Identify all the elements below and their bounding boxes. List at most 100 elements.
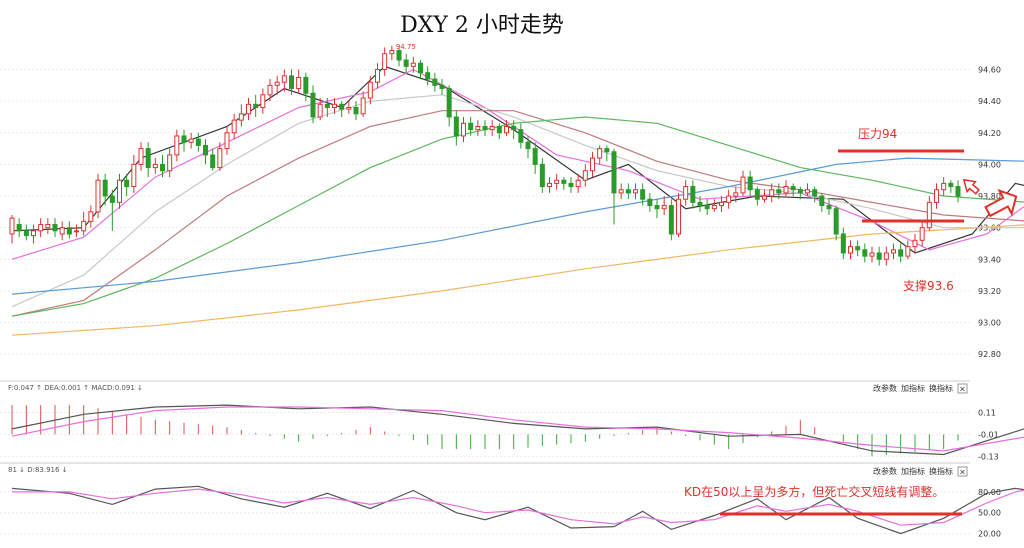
candle-body	[934, 189, 939, 203]
candle-body	[633, 189, 638, 194]
peak-label: 94.75	[396, 43, 416, 51]
moving-average-line	[11, 110, 1024, 317]
candle-body	[174, 135, 180, 156]
candle-body	[66, 227, 72, 235]
y-tick-label: 94.40	[978, 97, 1001, 106]
moving-average-lines	[11, 65, 1024, 336]
candle-body	[876, 252, 882, 260]
candle-body	[160, 163, 165, 172]
macd-lines	[11, 404, 1024, 456]
candle-body	[611, 151, 617, 194]
candle-body	[805, 189, 810, 194]
candle-body	[819, 195, 825, 207]
candle-body	[195, 138, 201, 146]
candle-body	[446, 88, 452, 118]
candle-body	[826, 205, 832, 210]
indicator-line	[12, 488, 1024, 526]
candle-body	[439, 84, 445, 90]
y-tick-label: -0.01	[978, 430, 999, 439]
kd-lines	[11, 485, 1024, 535]
candle-body	[754, 189, 760, 200]
candle-body	[941, 182, 947, 191]
candle-body	[518, 129, 524, 143]
candle-body	[489, 125, 495, 131]
candle-body	[747, 176, 753, 191]
candle-body	[81, 220, 87, 232]
chart-title: DXY 2 小时走势	[400, 13, 564, 38]
switch-indicator-button[interactable]: 换指标	[929, 466, 953, 476]
candle-body	[690, 186, 696, 203]
moving-average-line	[11, 157, 1024, 295]
candle-body	[375, 69, 380, 83]
candle-body	[117, 179, 122, 203]
candle-body	[38, 224, 44, 232]
candle-body	[862, 249, 868, 257]
candle-body	[332, 103, 337, 108]
candle-body	[296, 76, 302, 90]
candle-body	[568, 182, 574, 188]
candle-body	[231, 119, 237, 134]
candle-body	[848, 246, 853, 254]
close-icon[interactable]	[957, 466, 968, 477]
candle-body	[898, 249, 904, 257]
candle-body	[109, 195, 115, 203]
candle-body	[461, 122, 466, 137]
candle-body	[152, 163, 158, 169]
macd-y-axis: 0.11 -0.01 -0.13	[978, 408, 999, 461]
candle-body	[131, 163, 137, 188]
candle-body	[575, 179, 581, 188]
candle-body	[353, 106, 359, 115]
candle-body	[389, 50, 395, 55]
candle-body	[382, 53, 388, 71]
y-tick-label: 93.40	[978, 255, 1001, 264]
candlesticks	[9, 45, 961, 266]
candle-body	[303, 76, 309, 94]
add-indicator-button[interactable]: 加指标	[901, 383, 925, 393]
candle-body	[948, 182, 954, 188]
candle-body	[812, 189, 818, 197]
candle-body	[726, 195, 732, 203]
candle-body	[217, 148, 223, 169]
candle-body	[203, 144, 208, 156]
candle-body	[346, 106, 352, 110]
candle-body	[604, 148, 610, 153]
candle-body	[525, 141, 531, 150]
candle-body	[102, 179, 108, 197]
candle-body	[912, 239, 918, 248]
candle-body	[274, 81, 280, 86]
candle-body	[683, 186, 689, 200]
candle-body	[246, 103, 251, 115]
indicator-line	[11, 406, 1024, 452]
y-tick-label: 94.60	[978, 66, 1001, 75]
candle-body	[668, 205, 674, 235]
candle-body	[181, 135, 187, 143]
candle-body	[145, 148, 151, 169]
edit-params-button[interactable]: 改参数	[873, 383, 897, 393]
close-icon[interactable]	[957, 383, 968, 394]
y-tick-label: 0.11	[978, 408, 996, 417]
candle-body	[905, 246, 911, 257]
candle-body	[31, 230, 36, 237]
candle-body	[88, 211, 94, 222]
switch-indicator-button[interactable]: 换指标	[929, 383, 953, 393]
candle-body	[138, 148, 144, 165]
y-tick-label: 94.00	[978, 160, 1001, 169]
candle-body	[23, 230, 29, 237]
edit-params-button[interactable]: 改参数	[873, 466, 897, 476]
candle-body	[590, 157, 595, 172]
candle-body	[188, 138, 194, 143]
candle-body	[561, 179, 567, 184]
candle-body	[833, 208, 839, 235]
candle-body	[317, 103, 323, 118]
candle-body	[926, 201, 932, 229]
y-tick-label: 92.80	[978, 350, 1001, 359]
close-glyph: ×	[959, 468, 966, 477]
moving-average-line	[11, 116, 1024, 317]
macd-panel-buttons: 改参数 加指标 换指标 ×	[873, 383, 968, 394]
candle-body	[238, 113, 244, 121]
macd-header: F:0.047 ↑ DEA:0.001 ↑ MACD:0.091 ↓	[8, 384, 143, 392]
add-indicator-button[interactable]: 加指标	[901, 466, 925, 476]
candle-body	[260, 94, 266, 108]
candle-body	[883, 252, 889, 260]
